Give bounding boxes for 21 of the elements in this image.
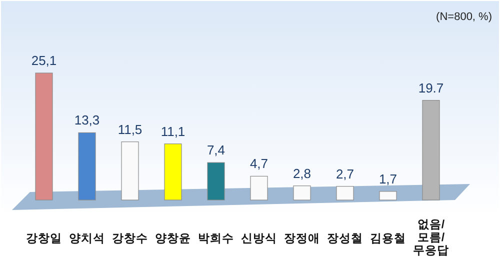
data-label: 13,3: [74, 112, 100, 128]
x-tick-label: 양창윤: [155, 232, 191, 245]
x-tick-label: 강창수: [112, 232, 148, 245]
x-tick-label: 없음/ 모름/ 무응답: [413, 218, 449, 257]
text: (N=800, %): [436, 11, 492, 23]
x-tick-label: 장정애: [284, 232, 320, 245]
x-tick-label: 박희수: [198, 232, 234, 245]
x-tick-label: 양치석: [69, 232, 105, 245]
data-label: 7,4: [206, 142, 226, 158]
x-tick-label: 장성철: [327, 232, 363, 245]
data-label: 11,5: [118, 122, 142, 137]
data-label: 25,1: [31, 53, 57, 68]
x-tick-label: 신방식: [241, 232, 277, 245]
data-label: 2,7: [336, 166, 354, 182]
x-tick-label: 강창일: [26, 232, 62, 245]
data-label: 11,1: [160, 124, 186, 139]
data-label: 4,7: [250, 156, 268, 172]
x-tick-label: 김용철: [370, 232, 406, 245]
data-label: 2,8: [292, 166, 312, 181]
data-label: 1,7: [378, 171, 398, 186]
data-label: 19.7: [418, 80, 444, 96]
